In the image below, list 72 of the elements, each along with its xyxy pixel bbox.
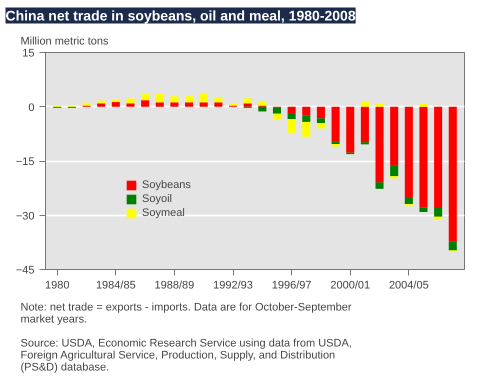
bar [170,96,178,102]
x-tick-label: 2000/01 [330,280,370,292]
bar [156,102,164,107]
bar [200,102,208,107]
x-tick-label: 1992/93 [213,280,253,292]
bar [170,102,178,107]
bar [214,102,222,107]
x-tick-label: 1996/97 [272,280,312,292]
bar [141,100,150,107]
x-tick-label: 1980 [44,280,70,292]
chart-title: China net trade in soybeans, oil and meal, 1980-2008 [6,8,356,24]
bar [156,93,164,102]
legend-label: Soymeal [142,207,185,219]
bar [434,106,442,208]
bar [346,106,354,153]
bar [112,100,120,102]
x-tick-label: 1988/89 [154,280,194,292]
bar [288,119,296,133]
bar [448,106,457,242]
x-tick-label: 1984/85 [96,280,136,292]
bar [419,104,428,107]
bar [244,103,252,107]
bar [376,182,384,189]
bar [404,198,413,204]
source-note: Source: USDA, Economic Research Service using data from USDA, Foreign Agricultural Service, Production, Supply, and Distribution (PS&D) database. [20,338,352,374]
bar [419,207,428,212]
bar [288,114,296,120]
bar [332,144,340,147]
y-tick-label: 0 [28,102,35,114]
bar [288,106,296,114]
y-tick-label: −15 [16,156,35,168]
y-tick-label: −30 [16,210,35,222]
bar [272,108,282,114]
y-axis-title: Million metric tons [20,36,110,48]
bar [360,106,369,142]
legend-label: Soybeans [142,179,191,191]
bar [376,106,384,182]
bar [332,106,340,142]
bar [419,106,428,208]
bar [258,101,266,106]
bar [126,98,134,104]
bar [258,106,266,112]
bar [200,93,208,102]
bar [316,106,325,118]
bar [434,208,442,217]
bar [302,122,310,137]
bar [302,116,310,122]
bar [302,106,310,116]
bar [316,118,325,124]
bar [214,97,222,102]
bar [97,100,106,104]
bar [185,96,194,102]
bar [376,103,384,107]
bar [448,241,457,250]
bar [404,106,413,198]
bar [244,98,252,104]
legend-label: Soyoil [142,193,172,205]
bar [390,106,398,166]
bar [126,103,134,107]
y-tick-label: 15 [22,48,35,60]
bar [141,94,150,100]
bar [112,102,120,107]
x-tick-label: 2004/05 [388,280,429,292]
bar [390,166,398,176]
bar [272,114,282,120]
text: Note: net trade = exports - imports. Data are for October-September market years. [20,302,352,326]
bar [97,103,106,107]
bar [185,102,194,107]
y-tick-label: −45 [16,264,35,276]
bar [434,216,442,220]
bar [316,123,325,128]
bar [360,101,369,107]
